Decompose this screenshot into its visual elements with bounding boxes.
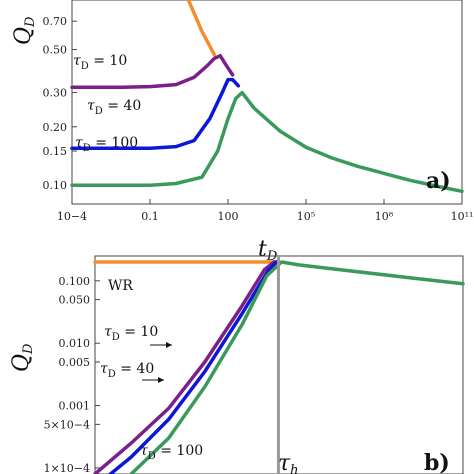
panel-a-label-tau10: τD = 10 [73, 53, 127, 72]
x-tick-label: 100 [218, 210, 239, 223]
panel-b-label-tau10: τD = 10 [104, 324, 158, 343]
panel-a-x-ticks: 10−4 0.1 100 10⁵ 10⁸ 10¹¹ [57, 199, 474, 223]
y-tick-label: 0.20 [43, 121, 68, 134]
panel-a-label-tau40: τD = 40 [87, 98, 141, 117]
y-tick-label: 5×10−4 [44, 418, 90, 431]
x-tick-label: 0.1 [141, 210, 159, 223]
panel-b-y-label: QD [9, 343, 36, 372]
panel-b-y-ticks: 0.100 0.050 0.010 0.005 0.001 5×10−4 1×10−4 [44, 275, 100, 474]
y-tick-label: 0.50 [43, 44, 68, 57]
y-tick-label: 0.15 [43, 145, 68, 158]
panel-b-series [93, 260, 465, 474]
panel-a-series [70, 0, 464, 194]
panel-b-arrow-tau10 [150, 342, 172, 348]
x-tick-label: 10⁸ [375, 210, 394, 223]
panel-b-tag: b) [424, 450, 450, 474]
panel-a-frame [71, 0, 463, 205]
y-tick-label: 0.001 [59, 400, 91, 413]
panel-b-tau-h-label: τh [278, 451, 299, 474]
y-tick-label: 0.70 [43, 15, 68, 28]
y-tick-label: 0.010 [59, 337, 91, 350]
y-tick-label: 1×10−4 [44, 462, 90, 474]
panel-b-arrow-tau40 [142, 377, 164, 383]
x-tick-label: 10⁵ [297, 210, 315, 223]
series-line-3 [70, 77, 241, 151]
panel-a-y-ticks: 0.10 0.15 0.20 0.30 0.50 0.70 [43, 15, 77, 192]
panel-b-label-wr: WR [108, 278, 133, 294]
panel-a: 0.100.150.200.300.500.70 10−4 0.1 100 10⁵ 10… [11, 0, 473, 264]
panel-b-label-tau40: τD = 40 [100, 361, 154, 380]
panel-b-frame [94, 255, 464, 474]
series-line-4 [129, 260, 465, 474]
panel-a-y-label: QD [11, 16, 38, 45]
y-tick-label: 0.050 [59, 294, 91, 307]
series-line-3 [107, 260, 279, 474]
series-line-2 [93, 260, 276, 474]
y-tick-label: 0.100 [59, 275, 91, 288]
panel-a-label-tau100: τD = 100 [75, 135, 138, 154]
panel-b-label-tau100: τD = 100 [140, 443, 203, 462]
x-tick-label: 10¹¹ [451, 210, 474, 223]
series-line-4 [70, 90, 464, 194]
y-tick-label: 0.30 [43, 87, 68, 100]
series-line-1 [186, 0, 217, 57]
panel-a-tag: a) [426, 168, 451, 194]
x-tick-label: 10−4 [57, 210, 87, 223]
panel-b: 0.100 0.050 0.010 0.005 0.001 5×10−4 1×10−4 QD… [9, 255, 465, 474]
series-line-2 [70, 53, 235, 89]
panel-a-x-label: tD [258, 237, 278, 264]
y-tick-label: 0.10 [43, 179, 68, 192]
y-tick-label: 0.005 [59, 356, 91, 369]
